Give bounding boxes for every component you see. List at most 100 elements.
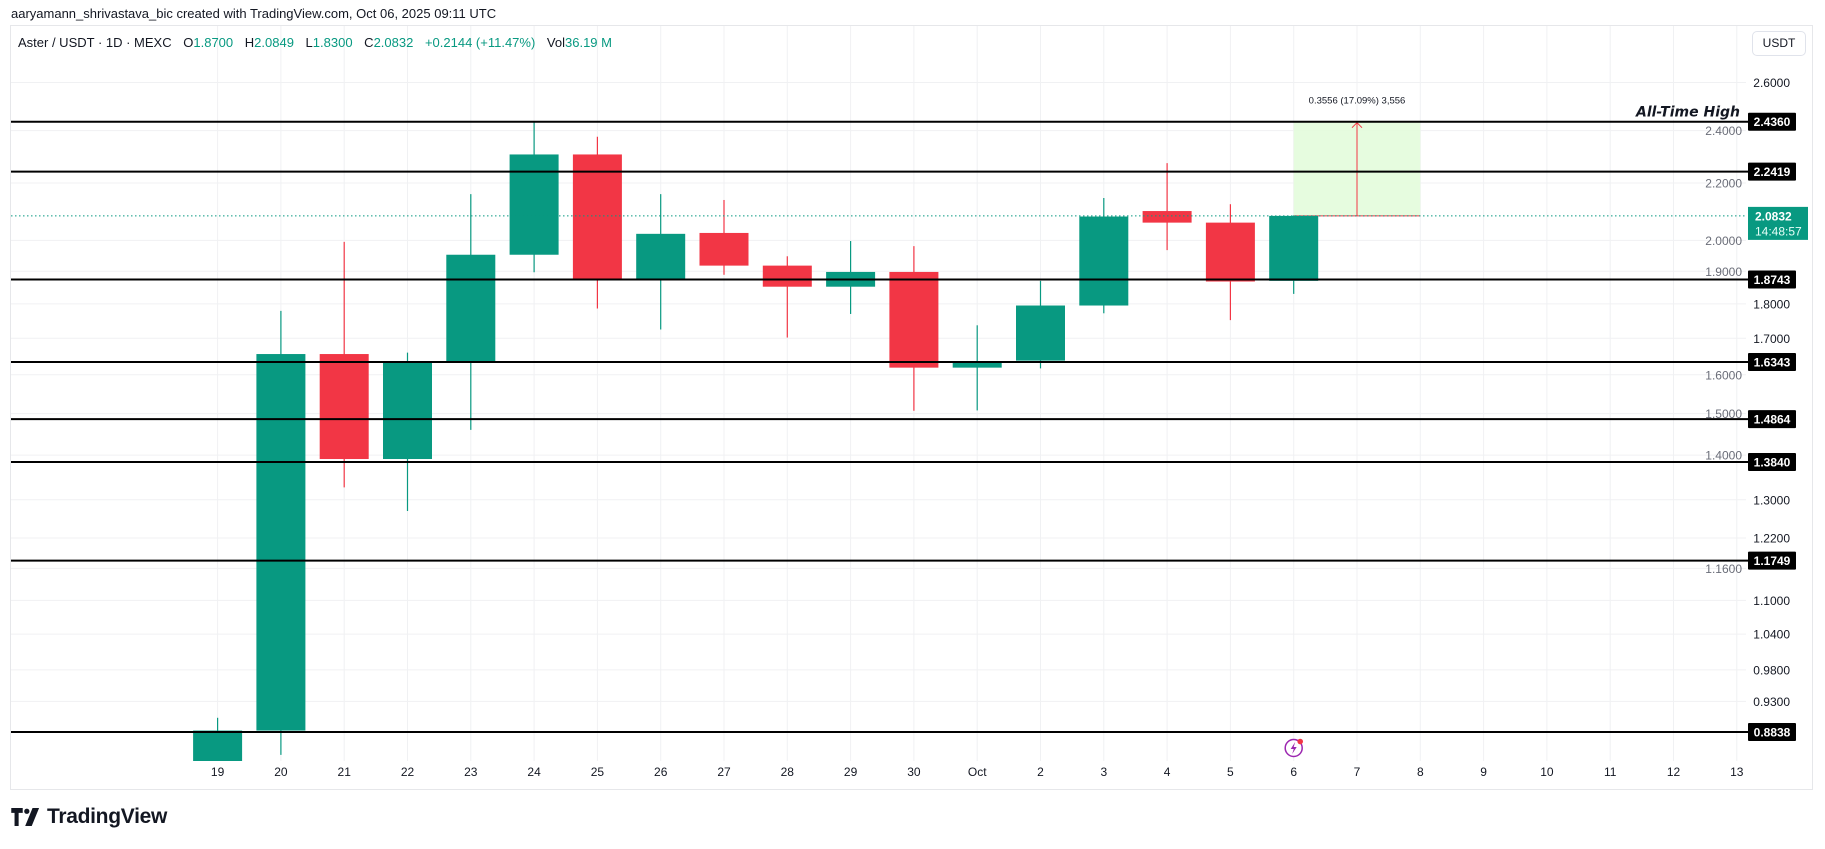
lightning-event-icon[interactable] <box>1284 738 1303 758</box>
legend-close-label: C <box>364 35 374 50</box>
currency-button[interactable]: USDT <box>1752 31 1806 56</box>
candle-body <box>952 361 1002 368</box>
legend-low-label: L <box>305 35 313 50</box>
candle-body <box>762 265 812 287</box>
date-tick-label: 5 <box>1227 765 1234 779</box>
price-tick-label: 1.8000 <box>1753 297 1790 311</box>
candle-body <box>636 233 686 280</box>
candle-2025-09-30 <box>889 246 939 411</box>
price-tick-label: 1.7000 <box>1753 332 1790 346</box>
candle-2025-09-23 <box>446 194 496 430</box>
candle-body <box>256 354 306 731</box>
date-tick-label: 6 <box>1290 765 1297 779</box>
candle-body <box>1079 216 1129 306</box>
grid-lines <box>11 26 1746 761</box>
level-price-label: 1.3840 <box>1754 456 1791 470</box>
candle-body <box>889 271 939 368</box>
legend-volume-label: Vol <box>546 35 565 50</box>
date-tick-label: 21 <box>338 765 352 779</box>
date-tick-label: 10 <box>1540 765 1554 779</box>
candle-body <box>1269 215 1319 281</box>
date-tick-label: 12 <box>1667 765 1681 779</box>
price-tick-label: 2.2000 <box>1705 177 1742 191</box>
candle-body <box>572 154 622 280</box>
date-tick-label: 20 <box>274 765 288 779</box>
bar-countdown-timer: 14:48:57 <box>1755 224 1802 238</box>
candle-2025-09-25 <box>572 136 622 309</box>
current-price-label-box <box>1748 206 1808 240</box>
price-axis: 2.6000 2.4000 2.2000 2.0000 1.9000 1.8000 1.70… <box>1705 76 1808 742</box>
date-tick-label: 8 <box>1417 765 1424 779</box>
candle-2025-10-05 <box>1205 204 1255 321</box>
tradingview-logo[interactable]: TradingView <box>11 805 167 829</box>
date-tick-label: 4 <box>1164 765 1171 779</box>
price-tick-label: 1.1600 <box>1705 562 1742 576</box>
level-annotation-background <box>1640 103 1744 120</box>
legend-open-label: O <box>183 35 194 50</box>
candle-2025-10-03 <box>1079 198 1129 314</box>
candle-2025-09-27 <box>699 199 749 275</box>
candle-2025-10-04 <box>1142 163 1192 251</box>
level-price-label: 1.8743 <box>1754 273 1791 287</box>
candle-2025-10-06 <box>1269 215 1319 294</box>
level-price-label-box <box>1748 162 1796 181</box>
price-tick-label: 1.4000 <box>1705 449 1742 463</box>
date-tick-label: 26 <box>654 765 668 779</box>
level-price-label-box <box>1748 723 1796 742</box>
date-tick-label: 24 <box>527 765 541 779</box>
price-tick-label: 1.0400 <box>1753 628 1790 642</box>
symbol-legend: Aster / USDT · 1D · MEXC O1.8700 H2.0849… <box>18 35 612 50</box>
candle-2025-09-29 <box>826 241 876 314</box>
legend-high: 2.0849 <box>254 35 294 50</box>
level-price-label: 1.1749 <box>1754 554 1791 568</box>
price-range-measurement <box>1293 121 1421 217</box>
date-tick-label: Oct <box>968 765 987 779</box>
event-notification-dot <box>1297 738 1303 745</box>
candle-2025-10-02 <box>1016 280 1065 369</box>
legend-close: 2.0832 <box>373 35 414 50</box>
legend-open: 1.8700 <box>193 35 234 50</box>
candle-2025-09-20 <box>256 310 306 755</box>
candle-2025-10-01 <box>952 325 1002 411</box>
candle-2025-09-28 <box>762 256 812 338</box>
date-tick-label: 22 <box>401 765 415 779</box>
candle-body <box>319 354 369 460</box>
candle-2025-09-21 <box>319 241 369 488</box>
date-tick-label: 13 <box>1730 765 1744 779</box>
price-tick-label: 0.9800 <box>1753 663 1790 677</box>
current-price-label: 2.0832 <box>1755 209 1792 223</box>
level-price-label: 2.2419 <box>1754 165 1791 179</box>
legend-symbol[interactable]: Aster / USDT · 1D · MEXC <box>18 35 172 50</box>
candle-body <box>509 154 559 255</box>
date-tick-label: 7 <box>1354 765 1361 779</box>
legend-low: 1.8300 <box>312 35 353 50</box>
date-tick-label: 19 <box>211 765 225 779</box>
price-tick-label: 2.4000 <box>1705 124 1742 138</box>
date-tick-label: 30 <box>907 765 921 779</box>
candle-body <box>383 362 432 460</box>
price-tick-label: 1.6000 <box>1705 368 1742 382</box>
date-tick-label: 28 <box>781 765 795 779</box>
price-tick-label: 0.9300 <box>1753 695 1790 709</box>
date-tick-label: 29 <box>844 765 858 779</box>
date-tick-label: 11 <box>1604 765 1617 779</box>
chart-attribution: aaryamann_shrivastava_bic created with T… <box>11 6 497 21</box>
level-price-label-box <box>1748 551 1796 570</box>
level-price-label-box <box>1748 352 1796 371</box>
price-tick-label: 1.3000 <box>1753 493 1790 507</box>
candle-2025-09-19 <box>193 717 243 761</box>
lightning-bolt-icon <box>1290 742 1297 754</box>
legend-volume: 36.19 M <box>565 35 612 50</box>
time-axis: 19 20 21 22 23 24 25 26 27 28 29 30 Oct 2 3 4 5 6 7 8 9 10 11 1… <box>211 765 1744 779</box>
candle-2025-09-22 <box>383 352 432 511</box>
tradingview-logo-icon <box>11 808 40 826</box>
all-time-high-annotation: All-Time High <box>1635 105 1740 121</box>
date-tick-label: 23 <box>464 765 478 779</box>
chart-frame <box>10 25 1813 790</box>
level-price-label: 0.8838 <box>1754 726 1791 740</box>
price-tick-label: 2.6000 <box>1753 76 1790 90</box>
date-tick-label: 2 <box>1037 765 1044 779</box>
candle-body <box>1142 211 1192 223</box>
horizontal-levels: 0.3556 (17.09%) 3,556 All-Time High <box>11 96 1748 734</box>
